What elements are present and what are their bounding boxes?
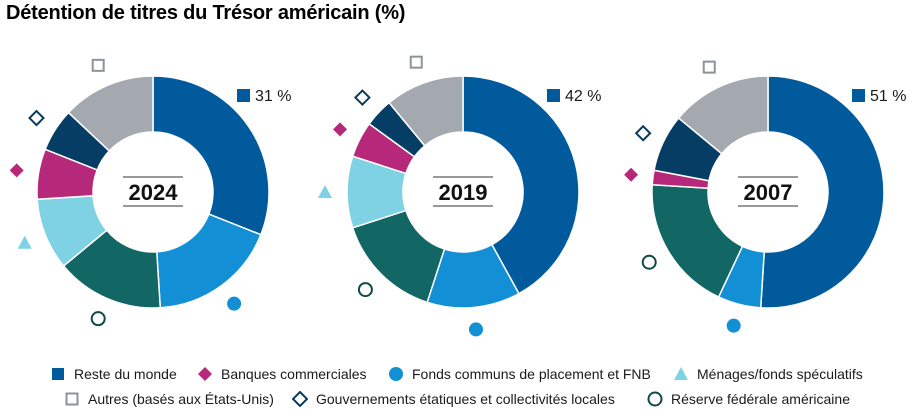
marker-2019-autres-bases-aux-etats-unis: [409, 55, 423, 69]
marker-2024-fonds-communs-de-placement-et-fnb: [227, 296, 242, 311]
legend-swatch-reserve-federale-americaine: [647, 391, 663, 407]
marker-2024-menages-fonds-speculatifs: [17, 235, 32, 249]
legend-item-autres-bases-aux-etats-unis: Autres (basés aux États-Unis): [64, 391, 274, 407]
legend-item-gouvernements-etatiques-et-collectivites-locales: Gouvernements étatiques et collectivités…: [292, 391, 615, 407]
marker-2007-reserve-federale-americaine: [641, 254, 657, 270]
legend-swatch-autres-bases-aux-etats-unis: [65, 392, 79, 406]
legend-marker-banques-commerciales: [198, 367, 212, 381]
marker-2019-gouvernements-etatiques-et-collectivites-locales: [353, 89, 371, 106]
legend-swatch-menages-fonds-speculatifs: [674, 367, 688, 380]
legend-row-1: Reste du monde Banques commerciales Fonds …: [0, 366, 916, 386]
legend-swatch-gouvernements-etatiques-et-collectivites-locales: [292, 391, 308, 407]
marker-2007-gouvernements-etatiques-et-collectivites-locales: [634, 124, 652, 142]
legend-item-banques-commerciales: Banques commerciales: [197, 366, 367, 382]
donut-chart-2024: 31 % 2024: [9, 58, 291, 327]
slice-2019-autres-bases-aux-etats-unis: [388, 75, 464, 147]
legend-row-2: Autres (basés aux États-Unis) Gouvernemen…: [0, 391, 916, 411]
marker-2024-reserve-federale-americaine: [90, 311, 106, 327]
legend-item-fonds-communs-de-placement-et-fnb: Fonds communs de placement et FNB: [388, 366, 651, 382]
donut-charts: 31 % 2024 42 % 2019 51 % 2007: [9, 55, 906, 337]
year-label-2024: 2024: [129, 180, 179, 205]
year-label-2007: 2007: [744, 180, 793, 205]
legend-label: Autres (basés aux États-Unis): [88, 391, 274, 407]
slice-2007-autres-bases-aux-etats-unis: [677, 75, 769, 155]
slice-2024-reste-du-monde: [152, 75, 270, 236]
highlight-swatch-2024: [237, 89, 250, 102]
legend-marker-menages-fonds-speculatifs: [674, 367, 688, 380]
legend-label: Réserve fédérale américaine: [671, 391, 850, 407]
slice-2024-autres-bases-aux-etats-unis: [67, 75, 154, 152]
marker-2024-autres-bases-aux-etats-unis: [91, 58, 105, 72]
legend-label: Gouvernements étatiques et collectivités…: [316, 391, 615, 407]
legend-label: Banques commerciales: [221, 366, 367, 382]
legend-item-menages-fonds-speculatifs: Ménages/fonds spéculatifs: [673, 366, 863, 382]
highlight-label-2024: 31 %: [255, 88, 291, 105]
legend-label: Ménages/fonds spéculatifs: [697, 366, 863, 382]
legend-marker-reste-du-monde: [52, 368, 64, 380]
marker-2024-banques-commerciales: [9, 163, 24, 178]
marker-2007-autres-bases-aux-etats-unis: [702, 60, 716, 74]
legend-marker-reserve-federale-americaine: [647, 391, 663, 407]
marker-2024-gouvernements-etatiques-et-collectivites-locales: [28, 109, 45, 127]
legend-swatch-banques-commerciales: [198, 367, 212, 381]
highlight-swatch-2007: [852, 89, 865, 102]
marker-2019-banques-commerciales: [333, 122, 348, 137]
legend-marker-gouvernements-etatiques-et-collectivites-locales: [292, 391, 308, 407]
legend-marker-autres-bases-aux-etats-unis: [65, 392, 79, 406]
year-label-2019: 2019: [439, 180, 488, 205]
legend-label: Fonds communs de placement et FNB: [412, 366, 651, 382]
slice-2007-reste-du-monde: [759, 75, 885, 309]
legend-item-reste-du-monde: Reste du monde: [50, 366, 177, 382]
legend-item-reserve-federale-americaine: Réserve fédérale américaine: [647, 391, 850, 407]
marker-2019-menages-fonds-speculatifs: [318, 185, 332, 198]
highlight-label-2007: 51 %: [870, 88, 906, 105]
chart-title: Détention de titres du Trésor américain …: [6, 2, 406, 24]
marker-2007-banques-commerciales: [624, 167, 639, 182]
legend-label: Reste du monde: [74, 366, 177, 382]
slice-2024-fonds-communs-de-placement-et-fnb: [155, 213, 262, 309]
legend-swatch-fonds-communs-de-placement-et-fnb: [389, 367, 403, 381]
highlight-swatch-2019: [547, 89, 560, 102]
legend-marker-fonds-communs-de-placement-et-fnb: [389, 367, 403, 381]
marker-2019-fonds-communs-de-placement-et-fnb: [468, 322, 483, 337]
marker-2007-fonds-communs-de-placement-et-fnb: [726, 318, 741, 333]
donut-chart-2019: 42 % 2019: [318, 55, 601, 337]
highlight-label-2019: 42 %: [565, 88, 601, 105]
marker-2019-reserve-federale-americaine: [357, 282, 373, 298]
slice-2019-reserve-federale-americaine: [351, 209, 446, 304]
legend-swatch-reste-du-monde: [52, 368, 64, 380]
donut-chart-2007: 51 % 2007: [624, 60, 906, 333]
slice-2019-reste-du-monde: [462, 75, 580, 295]
